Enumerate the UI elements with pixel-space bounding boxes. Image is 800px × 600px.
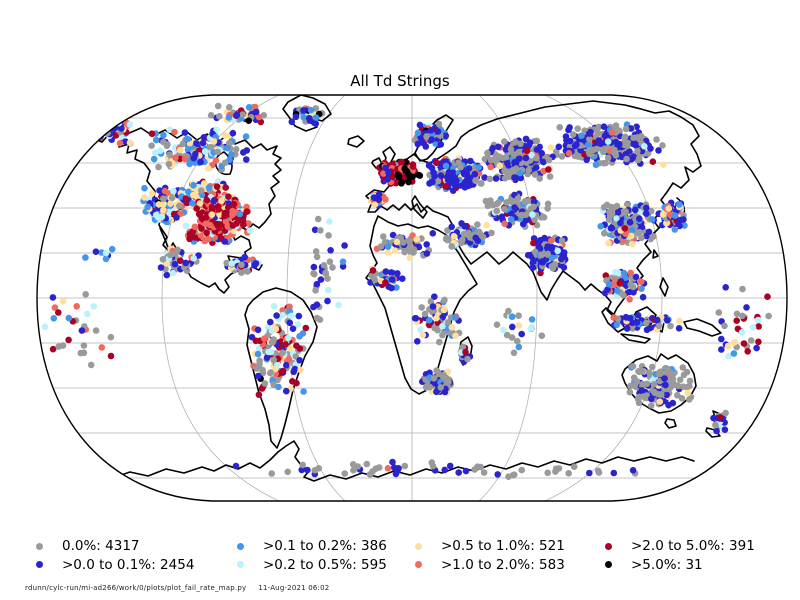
plot-title: All Td Strings: [350, 72, 450, 90]
legend-item-label: >0.2 to 0.5%: 595: [263, 556, 387, 573]
legend-marker-icon: [415, 561, 422, 569]
legend-item: >5.0%: 31: [599, 556, 755, 575]
legend-item-label: >0.0 to 0.1%: 2454: [62, 556, 195, 573]
legend-marker-icon: [237, 542, 244, 550]
legend-item-label: >0.1 to 0.2%: 386: [263, 538, 387, 555]
legend-item: >1.0 to 2.0%: 583: [409, 556, 565, 575]
script-path: rdunn/cylc-run/mi-ad266/work/0/plots/plo…: [25, 584, 247, 592]
legend-marker-icon: [36, 542, 43, 550]
legend-column-2: >0.1 to 0.2%: 386 >0.2 to 0.5%: 595: [231, 537, 387, 574]
legend-item: >0.0 to 0.1%: 2454: [30, 556, 194, 575]
station-dots: [41, 102, 772, 481]
legend-item-label: >5.0%: 31: [631, 556, 703, 573]
legend-marker-icon: [415, 542, 422, 550]
legend-item: >0.5 to 1.0%: 521: [409, 537, 565, 556]
legend-item-label: >0.5 to 1.0%: 521: [441, 538, 565, 555]
footer: rdunn/cylc-run/mi-ad266/work/0/plots/plo…: [25, 584, 329, 592]
timestamp: 11-Aug-2021 06:02: [258, 584, 330, 592]
legend-column-4: >2.0 to 5.0%: 391 >5.0%: 31: [599, 537, 755, 574]
legend-item: >0.2 to 0.5%: 595: [231, 556, 387, 575]
legend-item: >0.1 to 0.2%: 386: [231, 537, 387, 556]
legend-item: >2.0 to 5.0%: 391: [599, 537, 755, 556]
legend-marker-icon: [605, 561, 612, 569]
map-boundary: [36, 94, 788, 502]
legend-item: 0.0%: 4317: [30, 537, 194, 556]
legend: 0.0%: 4317 >0.0 to 0.1%: 2454 >0.1 to 0.…: [0, 537, 800, 577]
legend-item-label: >1.0 to 2.0%: 583: [441, 556, 565, 573]
legend-marker-icon: [237, 561, 244, 569]
legend-marker-icon: [605, 542, 612, 550]
legend-item-label: 0.0%: 4317: [62, 538, 140, 555]
legend-column-3: >0.5 to 1.0%: 521 >1.0 to 2.0%: 583: [409, 537, 565, 574]
legend-column-1: 0.0%: 4317 >0.0 to 0.1%: 2454: [30, 537, 194, 574]
legend-marker-icon: [36, 561, 43, 569]
legend-item-label: >2.0 to 5.0%: 391: [631, 538, 755, 555]
